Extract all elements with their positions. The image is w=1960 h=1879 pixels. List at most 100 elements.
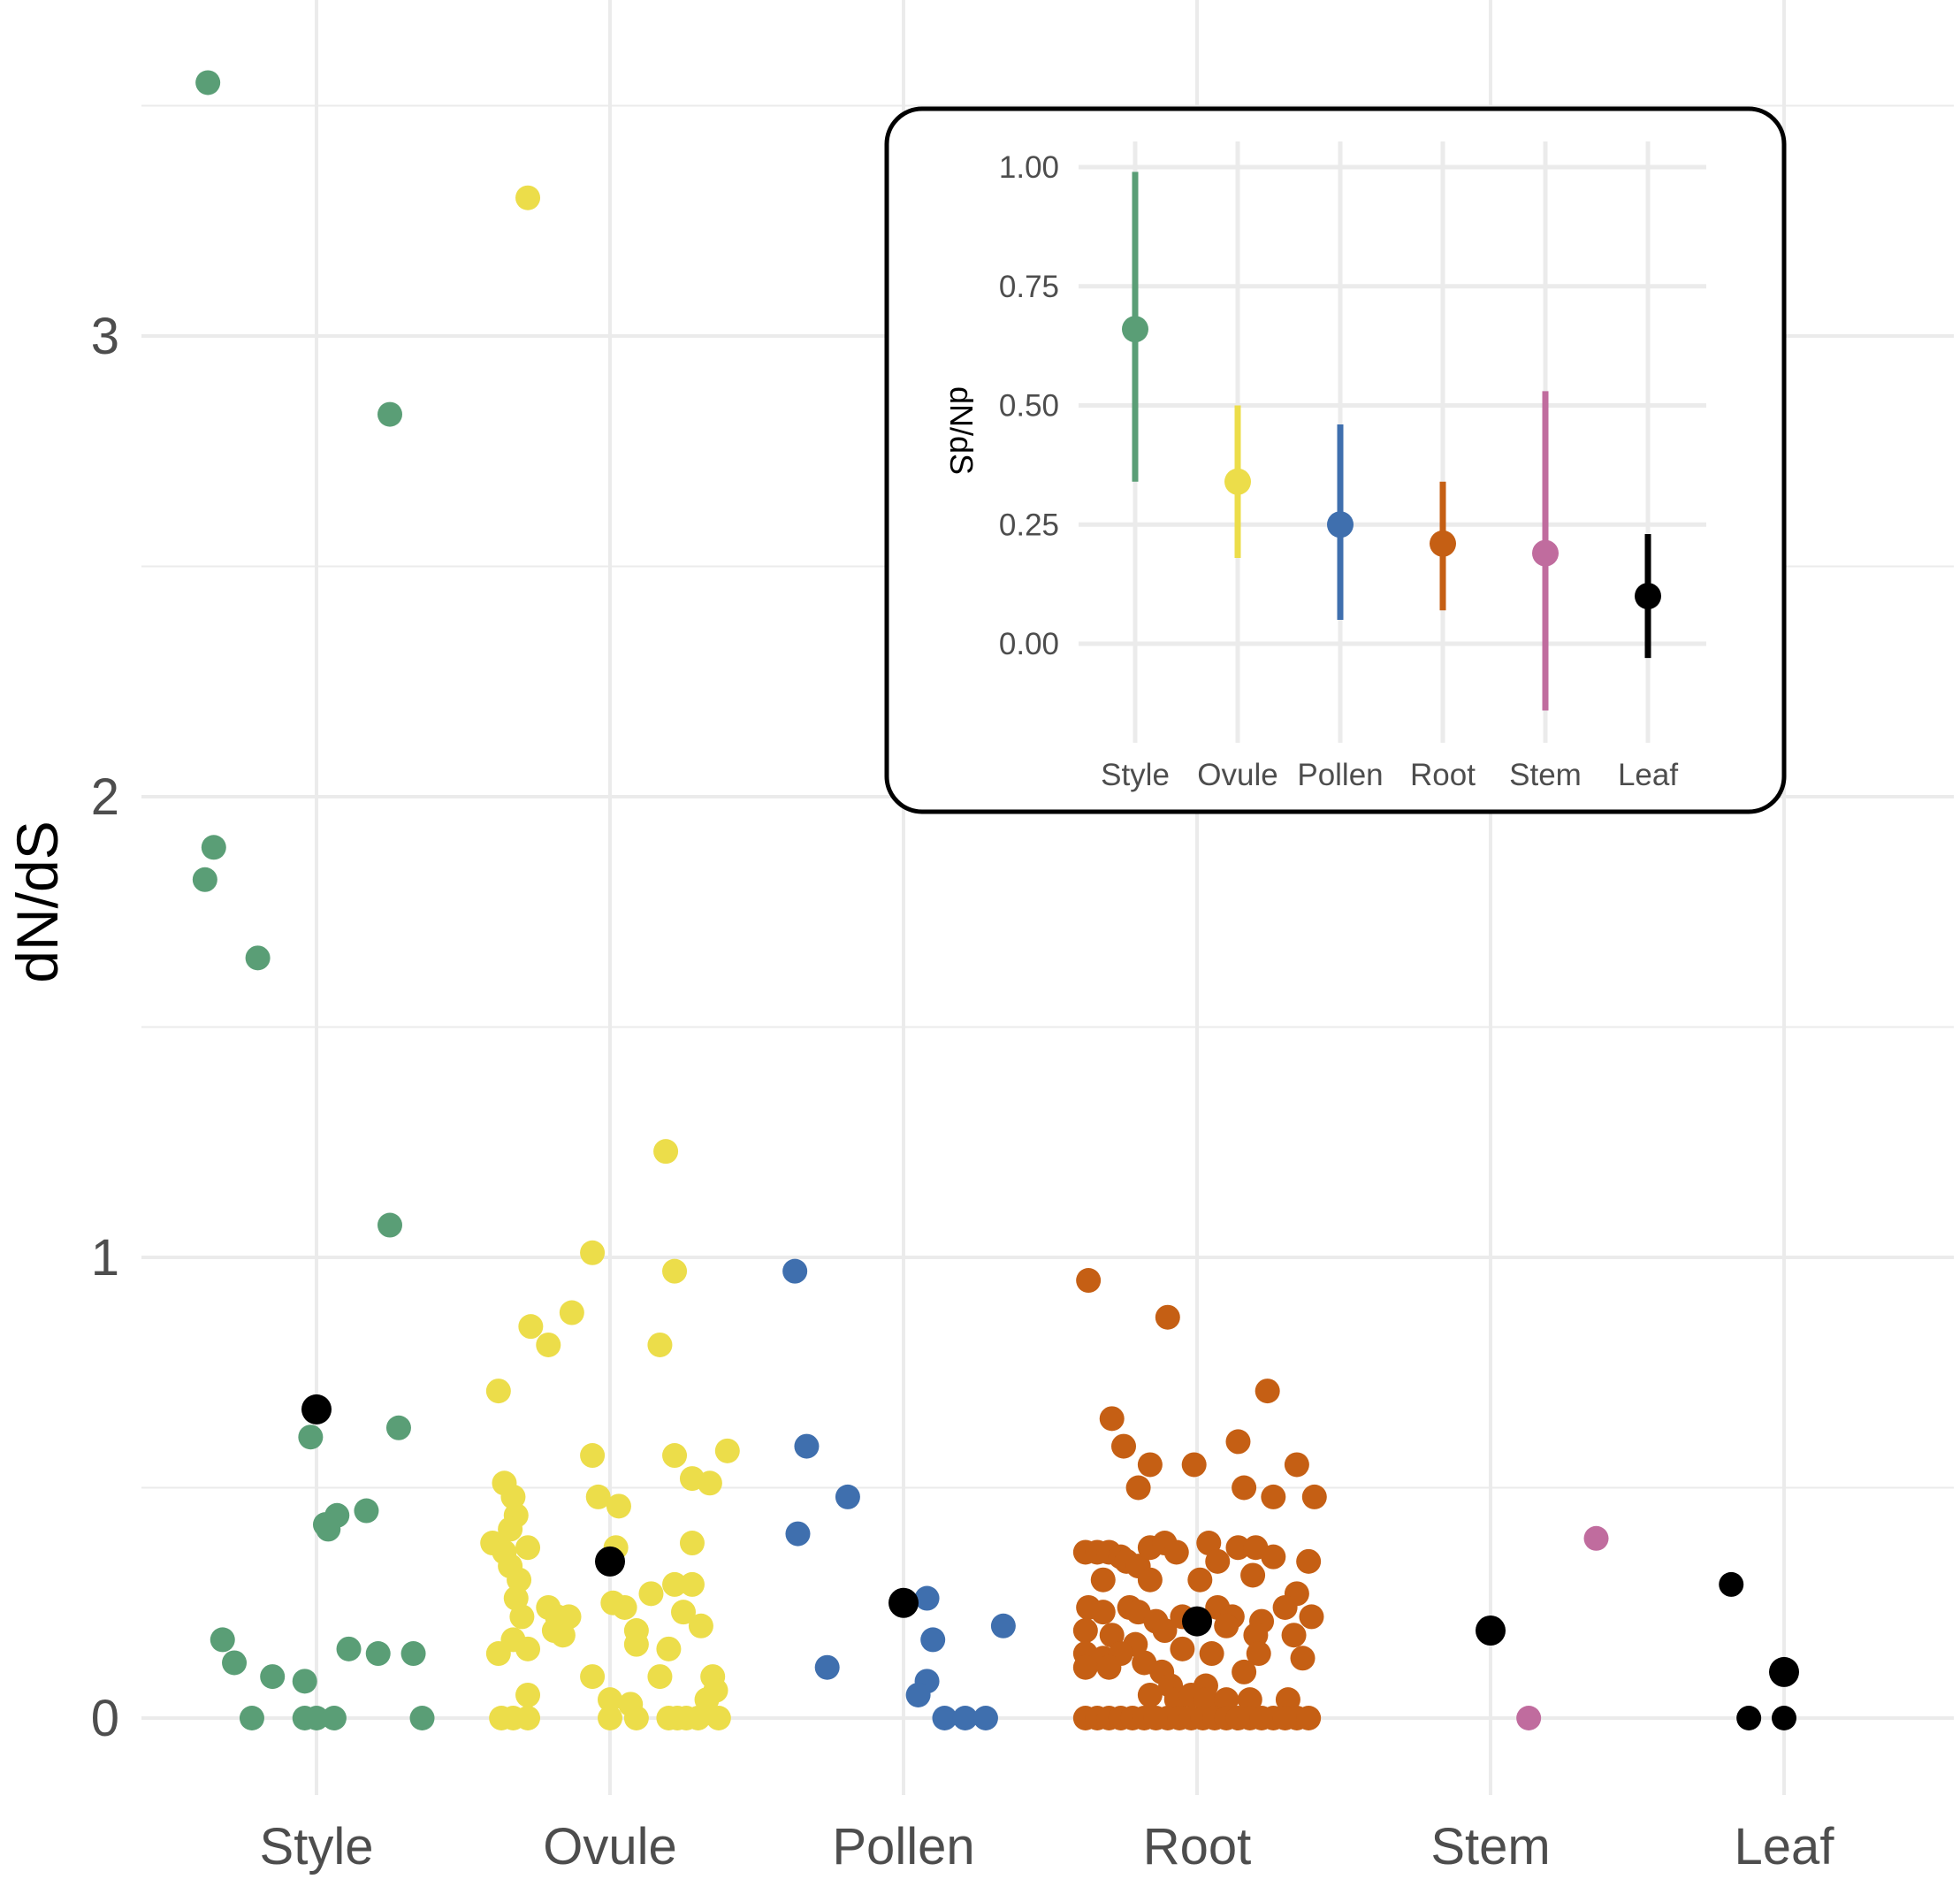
main-y-axis-title: dN/dS <box>4 821 70 982</box>
main-y-tick-3: 3 <box>91 308 119 365</box>
point-style-13 <box>222 1650 248 1676</box>
inset-x-tick-ovule: Ovule <box>1197 758 1277 792</box>
point-ovule-7 <box>647 1332 673 1357</box>
inset-mean-points <box>1122 316 1661 610</box>
point-ovule-16 <box>585 1484 611 1509</box>
point-ovule-24 <box>679 1531 705 1556</box>
point-style-14 <box>260 1664 286 1690</box>
main-x-tick-root: Root <box>1143 1818 1252 1875</box>
point-ovule-0 <box>515 185 541 210</box>
point-ovule-52 <box>694 1687 720 1713</box>
point-root-28 <box>1090 1567 1116 1593</box>
point-ovule-57 <box>515 1706 541 1730</box>
point-root-23 <box>1205 1548 1231 1574</box>
point-ovule-64 <box>705 1706 731 1730</box>
point-style-3 <box>245 945 271 971</box>
point-ovule-58 <box>598 1706 622 1730</box>
main-mean-markers <box>301 1394 1799 1687</box>
point-pollen-9 <box>905 1682 931 1707</box>
point-pollen-4 <box>914 1585 940 1611</box>
point-root-62 <box>1232 1659 1257 1684</box>
point-root-34 <box>1090 1600 1116 1625</box>
point-ovule-44 <box>656 1636 682 1661</box>
point-root-56 <box>1199 1641 1224 1667</box>
main-y-tick-1: 1 <box>91 1229 119 1287</box>
point-pollen-7 <box>814 1654 840 1680</box>
inset-x-ticks: Style Ovule Pollen Root Stem Leaf <box>1101 758 1678 792</box>
point-ovule-45 <box>688 1613 713 1638</box>
point-root-31 <box>1240 1562 1266 1588</box>
point-root-49 <box>1243 1623 1269 1648</box>
point-leaf-0 <box>1719 1571 1744 1597</box>
point-root-70 <box>1237 1687 1262 1713</box>
main-x-tick-ovule: Ovule <box>543 1818 677 1875</box>
inset-panel: 0.00 0.25 0.50 0.75 1.00 Style Ovule Pollen Roo… <box>884 106 1787 814</box>
point-root-9 <box>1125 1475 1151 1501</box>
point-root-47 <box>1152 1618 1178 1644</box>
mean-marker-style <box>301 1394 332 1425</box>
point-pollen-5 <box>990 1613 1016 1638</box>
inset-y-tick-0-25: 0.25 <box>999 508 1059 542</box>
point-style-5 <box>378 1212 402 1238</box>
point-root-8 <box>1284 1452 1309 1478</box>
point-ovule-6 <box>536 1332 561 1357</box>
point-root-50 <box>1281 1623 1307 1648</box>
point-ovule-59 <box>623 1706 649 1730</box>
point-ovule-2 <box>580 1240 606 1265</box>
point-root-11 <box>1261 1484 1286 1509</box>
point-ovule-37 <box>662 1571 688 1597</box>
point-style-19 <box>239 1706 264 1730</box>
inset-mean-point-stem <box>1532 539 1559 567</box>
point-style-11 <box>316 1516 341 1542</box>
inset-mean-point-style <box>1122 316 1148 343</box>
point-ovule-36 <box>638 1581 664 1607</box>
point-ovule-17 <box>606 1493 631 1519</box>
inset-x-tick-stem: Stem <box>1509 758 1582 792</box>
point-style-1 <box>201 835 226 860</box>
inset-x-tick-style: Style <box>1101 758 1170 792</box>
point-style-15 <box>292 1669 317 1694</box>
point-root-7 <box>1181 1452 1207 1478</box>
point-leaf-1 <box>1736 1706 1762 1730</box>
point-leaf-2 <box>1772 1706 1796 1730</box>
point-style-21 <box>304 1706 329 1730</box>
point-root-24 <box>1225 1535 1251 1561</box>
point-style-17 <box>365 1641 391 1667</box>
point-ovule-5 <box>518 1314 544 1340</box>
inset-x-tick-root: Root <box>1410 758 1476 792</box>
main-data-points <box>192 70 1796 1730</box>
point-root-1 <box>1155 1304 1180 1330</box>
point-ovule-46 <box>623 1618 649 1644</box>
point-root-45 <box>1099 1623 1125 1648</box>
point-ovule-3 <box>662 1258 688 1284</box>
point-root-68 <box>1193 1687 1218 1713</box>
point-pollen-2 <box>835 1484 860 1509</box>
point-ovule-54 <box>598 1687 622 1713</box>
point-ovule-13 <box>500 1484 526 1509</box>
point-root-55 <box>1170 1636 1195 1661</box>
point-root-5 <box>1111 1433 1136 1459</box>
point-pollen-0 <box>782 1258 808 1284</box>
mean-marker-leaf <box>1769 1656 1799 1687</box>
inset-x-tick-leaf: Leaf <box>1618 758 1678 792</box>
point-root-57 <box>1246 1641 1271 1667</box>
point-root-43 <box>1299 1604 1324 1630</box>
point-ovule-8 <box>485 1379 511 1404</box>
main-x-ticks: Style Ovule Pollen Root Stem Leaf <box>260 1818 1835 1875</box>
inset-mean-point-pollen <box>1327 511 1354 538</box>
point-root-59 <box>1072 1654 1098 1680</box>
point-ovule-10 <box>662 1443 688 1469</box>
inset-mean-point-root <box>1430 530 1456 557</box>
point-root-21 <box>1163 1539 1189 1565</box>
point-pollen-10 <box>932 1706 957 1730</box>
point-style-4 <box>378 401 402 427</box>
point-ovule-22 <box>515 1535 541 1561</box>
main-x-tick-pollen: Pollen <box>832 1818 974 1875</box>
point-ovule-35 <box>612 1594 637 1620</box>
point-style-0 <box>195 70 221 95</box>
point-ovule-63 <box>685 1706 711 1730</box>
point-root-71 <box>1275 1687 1300 1713</box>
point-style-8 <box>354 1498 379 1524</box>
point-root-2 <box>1255 1379 1280 1404</box>
